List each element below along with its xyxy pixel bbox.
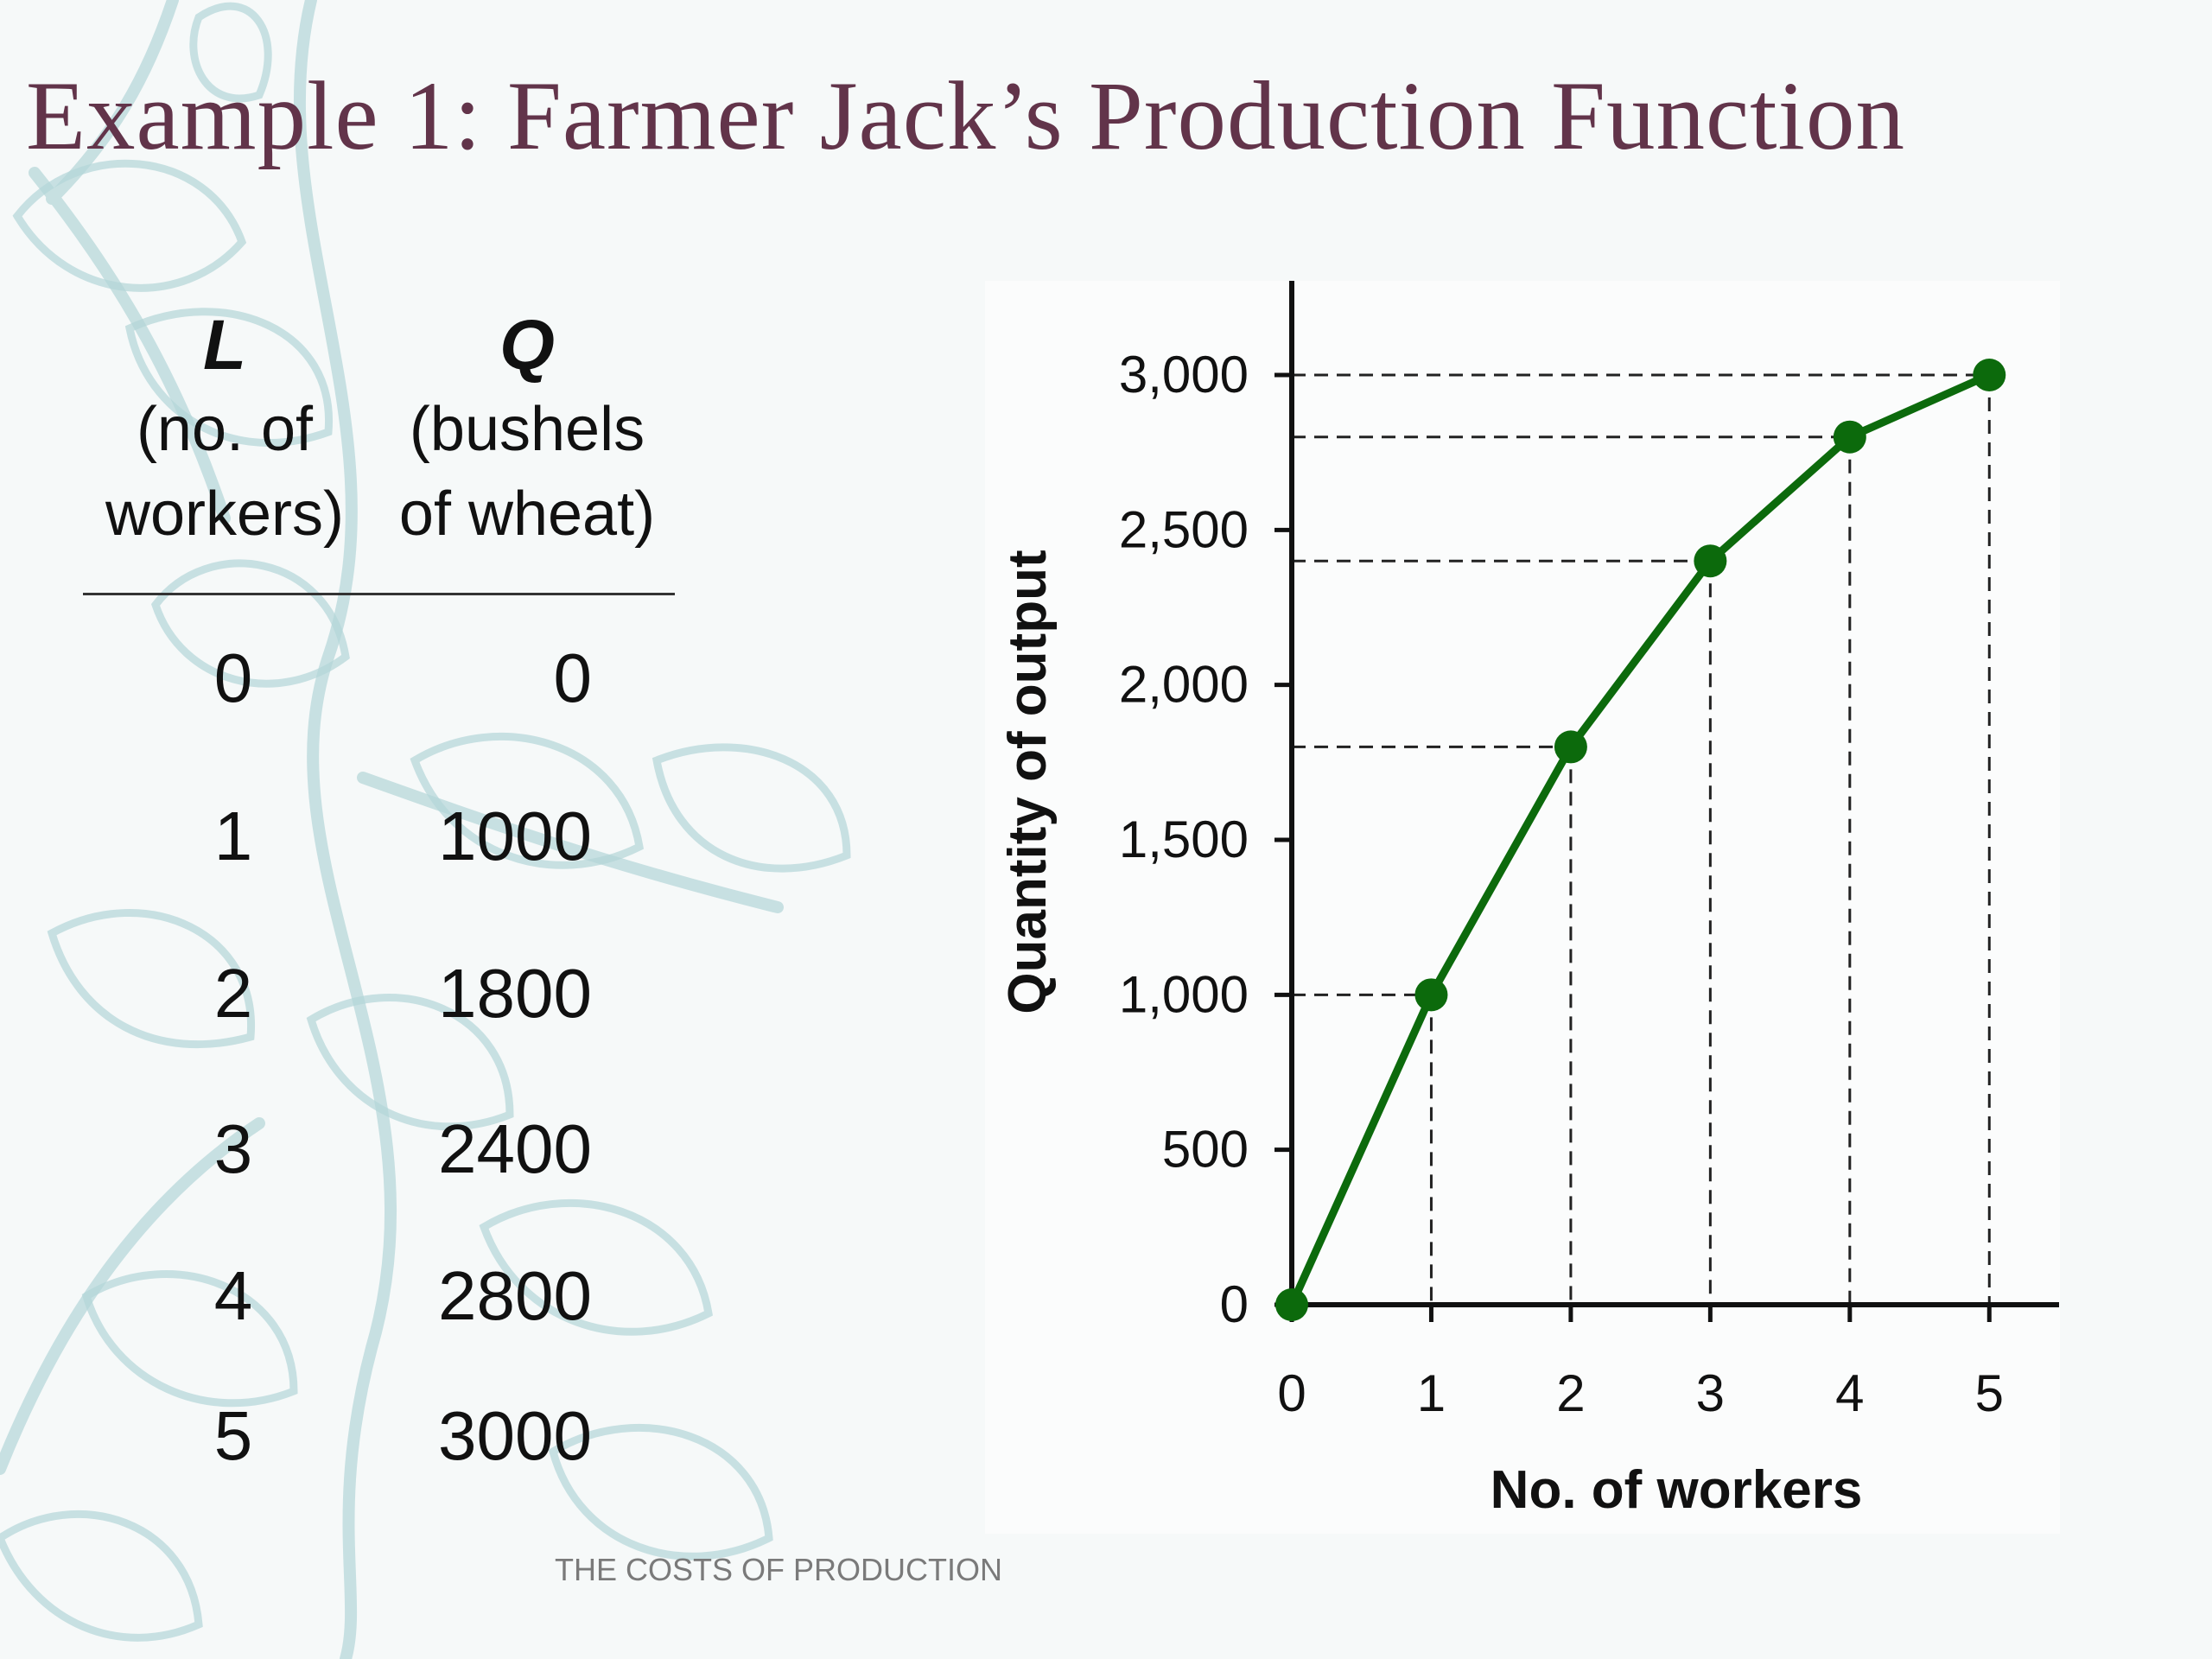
header-l-symbol: L	[202, 306, 247, 385]
table-cell-l: 4	[213, 1257, 253, 1334]
y-tick-label: 3,000	[1119, 346, 1249, 404]
y-tick-label: 1,000	[1119, 965, 1249, 1023]
x-tick-label: 3	[1696, 1364, 1725, 1422]
header-l-line1: (no. of	[136, 395, 314, 464]
table-cell-l: 0	[213, 639, 253, 716]
table-header-rule	[83, 593, 675, 595]
table-cell-l: 3	[213, 1110, 253, 1187]
x-tick-label: 4	[1835, 1364, 1864, 1422]
slide-footer: THE COSTS OF PRODUCTION	[555, 1552, 1003, 1587]
table-header-q: Q (bushels of wheat)	[380, 304, 674, 556]
x-tick-label: 0	[1277, 1364, 1306, 1422]
data-point	[1833, 420, 1866, 454]
x-axis-title: No. of workers	[1491, 1460, 1863, 1520]
y-tick-label: 1,500	[1119, 810, 1249, 868]
header-q-line1: (bushels	[409, 395, 645, 464]
table-cell-l: 5	[213, 1397, 253, 1474]
header-q-line2: of wheat)	[398, 480, 656, 549]
table-cell-q: 1000	[438, 798, 592, 874]
y-axis-title: Quantity of output	[998, 550, 1058, 1014]
x-tick-label: 5	[1975, 1364, 2004, 1422]
data-point	[1554, 730, 1587, 764]
table-cell-l: 2	[213, 955, 253, 1032]
header-q-symbol: Q	[499, 306, 555, 385]
series-line	[1287, 371, 1992, 1306]
x-tick-label: 2	[1556, 1364, 1585, 1422]
y-tick-label: 0	[1220, 1275, 1249, 1333]
x-tick-label: 1	[1417, 1364, 1446, 1422]
table-cell-q: 3000	[438, 1397, 592, 1474]
data-point	[1973, 359, 2006, 391]
data-point	[1694, 544, 1727, 578]
slide-title: Example 1: Farmer Jack’s Production Func…	[26, 62, 1905, 170]
table-cell-q: 2400	[438, 1110, 592, 1187]
chart-panel	[985, 281, 2060, 1534]
table-cell-q: 2800	[438, 1257, 592, 1334]
y-tick-label: 2,000	[1119, 656, 1249, 714]
table-header-l: L (no. of workers)	[82, 304, 367, 556]
data-point	[1275, 1288, 1308, 1321]
y-tick-label: 2,500	[1119, 500, 1249, 558]
data-point	[1414, 978, 1448, 1012]
header-l-line2: workers)	[105, 480, 344, 549]
table-cell-q: 1800	[438, 955, 592, 1032]
table-cell-q: 0	[553, 639, 593, 716]
y-tick-label: 500	[1162, 1121, 1249, 1179]
table-cell-l: 1	[213, 798, 253, 874]
